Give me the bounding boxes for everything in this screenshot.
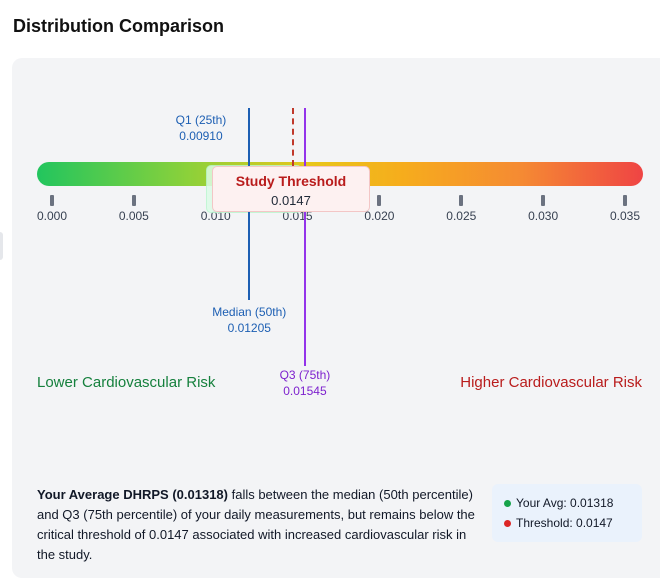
threshold-title: Study Threshold (235, 173, 347, 189)
legend-box: Your Avg: 0.01318 Threshold: 0.0147 (492, 484, 642, 542)
higher-risk-label: Higher Cardiovascular Risk (460, 374, 642, 391)
q3-label-text: Q3 (75th) (279, 368, 331, 382)
q1-value: 0.00910 (179, 129, 223, 143)
scale-tick (377, 195, 382, 206)
scale-tick-label: 0.035 (609, 209, 641, 223)
median-marker-label: Median (50th) 0.01205 (212, 304, 286, 336)
scale-tick (50, 195, 54, 206)
study-threshold-callout: Study Threshold 0.0147 (212, 166, 370, 212)
scale-tick (541, 195, 546, 206)
median-value: 0.01205 (227, 321, 271, 335)
summary-highlight: Your Average DHRPS (0.01318) (37, 487, 228, 502)
median-label-text: Median (50th) (212, 305, 287, 319)
summary-paragraph: Your Average DHRPS (0.01318) falls betwe… (37, 485, 482, 565)
q3-marker-label: Q3 (75th) 0.01545 (280, 367, 331, 399)
legend-threshold-label: Threshold: 0.0147 (516, 516, 613, 530)
section-heading: Distribution Comparison (13, 16, 224, 36)
summary-text: falls between the median (50th percentil… (37, 487, 475, 562)
scale-tick-label: 0.030 (528, 209, 559, 223)
scale-tick-label: 0.000 (36, 209, 68, 223)
q3-value: 0.01545 (283, 384, 327, 398)
scale-tick-label: 0.005 (118, 209, 149, 223)
lower-risk-label: Lower Cardiovascular Risk (37, 374, 216, 391)
scale-tick-label: 0.025 (446, 209, 477, 223)
avg-dot-icon (504, 499, 511, 507)
legend-avg-label: Your Avg: 0.01318 (516, 496, 614, 510)
legend-item-threshold: Threshold: 0.0147 (504, 513, 642, 533)
scale-tick-label: 0.020 (364, 209, 395, 223)
threshold-dot-icon (504, 519, 511, 527)
threshold-value: 0.0147 (271, 193, 311, 208)
threshold-line (291, 108, 294, 166)
scale-tick (623, 195, 627, 206)
q1-marker-label: Q1 (25th) 0.00910 (176, 112, 227, 144)
q3-line (303, 108, 306, 366)
scale-tick (459, 195, 464, 206)
legend-item-avg: Your Avg: 0.01318 (504, 493, 642, 513)
q1-label-text: Q1 (25th) (175, 113, 227, 127)
scale-tick (131, 195, 136, 206)
side-edge-tab (0, 232, 3, 260)
